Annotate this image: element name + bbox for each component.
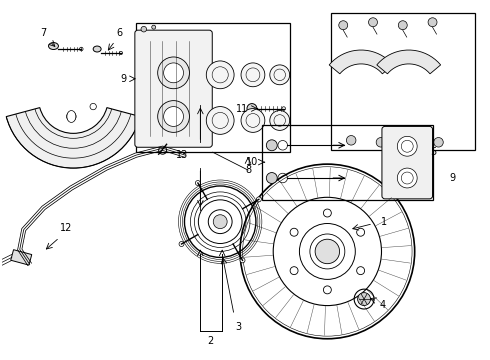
Circle shape [290, 228, 298, 236]
Circle shape [406, 136, 416, 145]
Text: 4: 4 [380, 300, 386, 310]
Circle shape [141, 26, 147, 32]
Polygon shape [329, 50, 393, 74]
Circle shape [397, 136, 417, 156]
Text: 8: 8 [245, 165, 251, 175]
Circle shape [270, 111, 290, 130]
Circle shape [282, 107, 286, 111]
Text: 9: 9 [120, 74, 126, 84]
Circle shape [120, 51, 122, 55]
Bar [11, 250, 32, 265]
FancyBboxPatch shape [135, 30, 212, 147]
Circle shape [256, 197, 261, 202]
Circle shape [428, 18, 437, 27]
Circle shape [398, 21, 407, 30]
Circle shape [397, 168, 417, 188]
Circle shape [323, 209, 331, 217]
Circle shape [339, 21, 348, 30]
Circle shape [196, 180, 200, 185]
Circle shape [434, 138, 443, 147]
Circle shape [206, 61, 234, 89]
Bar [136, 23, 290, 152]
Circle shape [247, 104, 257, 113]
Circle shape [267, 140, 277, 151]
Circle shape [206, 107, 234, 134]
Circle shape [179, 242, 184, 247]
Circle shape [164, 107, 183, 126]
Circle shape [152, 25, 156, 29]
Circle shape [241, 63, 265, 87]
Circle shape [357, 228, 365, 236]
Circle shape [270, 65, 290, 85]
Circle shape [90, 103, 97, 110]
Circle shape [368, 18, 377, 27]
Circle shape [323, 286, 331, 294]
Bar [331, 13, 475, 150]
Text: 6: 6 [116, 28, 122, 38]
Circle shape [376, 138, 386, 147]
Text: 12: 12 [60, 222, 73, 233]
Text: 5: 5 [430, 147, 437, 157]
Circle shape [241, 109, 265, 132]
Circle shape [164, 63, 183, 83]
Circle shape [358, 293, 370, 306]
Text: 9: 9 [449, 173, 455, 183]
Circle shape [213, 215, 227, 229]
Circle shape [158, 100, 190, 132]
Ellipse shape [49, 42, 58, 50]
Circle shape [290, 267, 298, 275]
Circle shape [240, 258, 245, 263]
Polygon shape [377, 50, 441, 74]
FancyBboxPatch shape [382, 126, 433, 199]
Text: 1: 1 [381, 217, 387, 227]
Ellipse shape [67, 111, 76, 122]
Circle shape [67, 112, 76, 121]
Text: 13: 13 [176, 150, 189, 160]
Bar [262, 125, 433, 200]
Circle shape [267, 172, 277, 184]
Circle shape [357, 267, 365, 275]
Circle shape [79, 47, 83, 51]
Text: 10: 10 [246, 157, 258, 167]
Ellipse shape [93, 46, 101, 52]
Circle shape [315, 239, 340, 264]
Circle shape [158, 57, 190, 89]
Text: 7: 7 [41, 28, 47, 38]
Text: 11: 11 [236, 104, 248, 113]
Circle shape [346, 136, 356, 145]
Text: 3: 3 [235, 322, 241, 332]
Wedge shape [6, 108, 141, 168]
Text: 2: 2 [207, 336, 214, 346]
